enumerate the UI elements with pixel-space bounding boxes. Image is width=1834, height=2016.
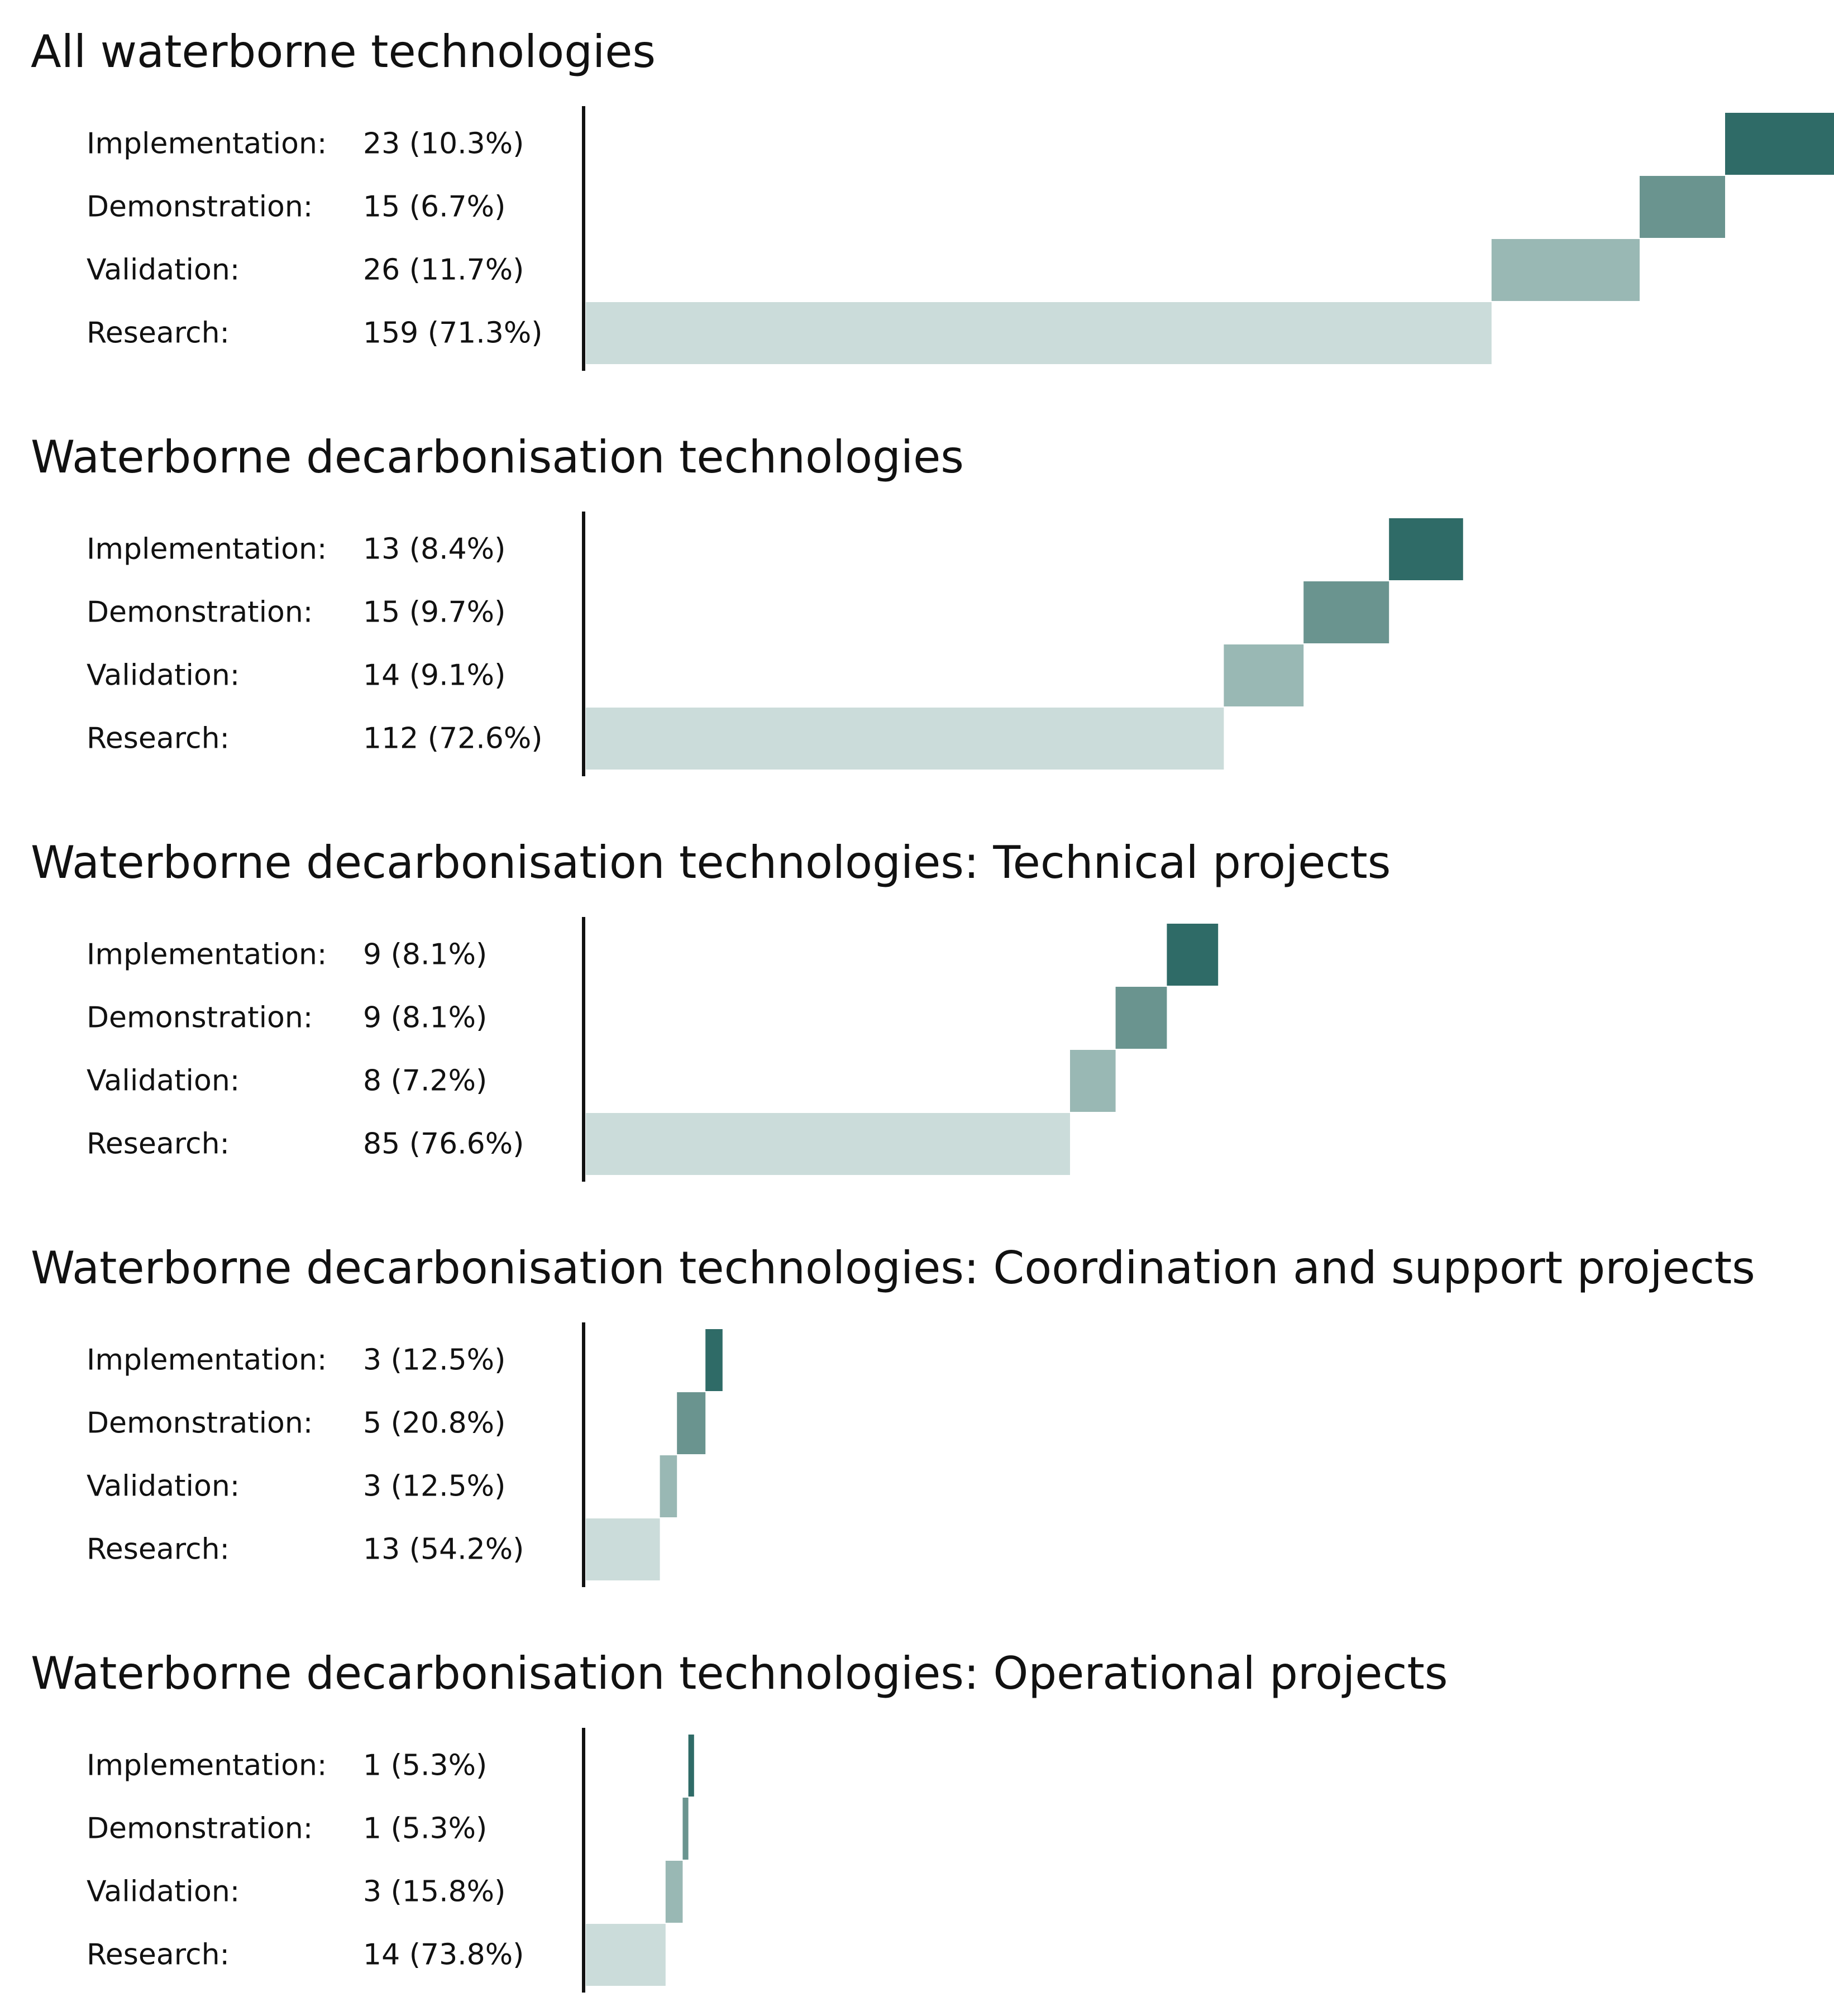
stage-label-implementation: Implementation: <box>87 1344 327 1377</box>
stage-label-research: Research: <box>87 1533 230 1566</box>
stage-value-demonstration: 1 (5.3%) <box>363 1812 487 1846</box>
stage-label-demonstration: Demonstration: <box>87 1812 313 1846</box>
bar-validation <box>1491 239 1640 301</box>
bar-validation <box>1224 644 1304 706</box>
panel-title: Waterborne decarbonisation technologies <box>31 431 964 483</box>
stage-label-validation: Validation: <box>87 1470 240 1503</box>
stage-label-research: Research: <box>87 317 230 350</box>
stage-value-implementation: 1 (5.3%) <box>363 1749 487 1783</box>
stage-value-implementation: 3 (12.5%) <box>363 1344 505 1377</box>
stage-value-validation: 3 (15.8%) <box>363 1875 505 1909</box>
stage-value-validation: 26 (11.7%) <box>363 254 524 287</box>
panel-2: Waterborne decarbonisation technologies I… <box>31 431 1463 776</box>
stage-value-research: 159 (71.3%) <box>363 317 543 350</box>
stage-value-demonstration: 9 (8.1%) <box>363 1001 487 1035</box>
stage-value-implementation: 13 (8.4%) <box>363 533 505 566</box>
panel-5: Waterborne decarbonisation technologies:… <box>31 1647 1448 1993</box>
bar-implementation <box>1389 518 1463 580</box>
panel-1: All waterborne technologies Implementatio… <box>31 26 1834 371</box>
stage-value-demonstration: 15 (9.7%) <box>363 596 505 629</box>
stage-value-implementation: 9 (8.1%) <box>363 938 487 972</box>
panel-3: Waterborne decarbonisation technologies:… <box>31 837 1391 1182</box>
stage-value-research: 13 (54.2%) <box>363 1533 524 1566</box>
stage-label-research: Research: <box>87 1128 230 1161</box>
stage-label-research: Research: <box>87 1938 230 1972</box>
bar-research <box>586 1113 1070 1175</box>
panel-title: Waterborne decarbonisation technologies:… <box>31 1242 1755 1294</box>
stage-value-research: 112 (72.6%) <box>363 722 543 756</box>
bar-demonstration <box>1115 987 1167 1049</box>
stage-label-implementation: Implementation: <box>87 1749 327 1783</box>
stage-value-research: 85 (76.6%) <box>363 1128 524 1161</box>
panel-title: Waterborne decarbonisation technologies:… <box>31 1647 1448 1699</box>
stage-label-implementation: Implementation: <box>87 533 327 566</box>
stage-label-demonstration: Demonstration: <box>87 1001 313 1035</box>
panel-4: Waterborne decarbonisation technologies:… <box>31 1242 1755 1587</box>
stage-value-demonstration: 5 (20.8%) <box>363 1407 505 1440</box>
bar-demonstration <box>1303 581 1389 643</box>
bar-validation <box>665 1861 683 1923</box>
stage-label-validation: Validation: <box>87 1064 240 1098</box>
bar-research <box>586 302 1492 364</box>
stage-label-demonstration: Demonstration: <box>87 190 313 224</box>
stage-value-validation: 3 (12.5%) <box>363 1470 505 1503</box>
stage-label-implementation: Implementation: <box>87 938 327 972</box>
stage-value-implementation: 23 (10.3%) <box>363 127 524 161</box>
bar-implementation <box>1167 924 1219 986</box>
bar-demonstration <box>677 1392 706 1454</box>
bar-research <box>586 708 1224 770</box>
stage-label-validation: Validation: <box>87 254 240 287</box>
bar-demonstration <box>1640 176 1725 238</box>
bar-research <box>586 1924 666 1986</box>
stage-label-research: Research: <box>87 722 230 756</box>
bar-validation <box>660 1455 677 1517</box>
stage-value-demonstration: 15 (6.7%) <box>363 190 505 224</box>
bar-implementation <box>1725 113 1834 175</box>
stage-value-validation: 8 (7.2%) <box>363 1064 487 1098</box>
stage-label-implementation: Implementation: <box>87 127 327 161</box>
bar-research <box>586 1518 660 1580</box>
stage-label-validation: Validation: <box>87 1875 240 1909</box>
stage-value-research: 14 (73.8%) <box>363 1938 524 1972</box>
stage-label-validation: Validation: <box>87 659 240 692</box>
bar-implementation <box>688 1735 694 1797</box>
bar-demonstration <box>682 1798 689 1860</box>
stage-label-demonstration: Demonstration: <box>87 1407 313 1440</box>
bar-implementation <box>705 1329 723 1391</box>
stage-value-validation: 14 (9.1%) <box>363 659 505 692</box>
panel-title: Waterborne decarbonisation technologies:… <box>31 837 1391 888</box>
bar-validation <box>1070 1050 1116 1112</box>
panel-title: All waterborne technologies <box>31 26 656 78</box>
stage-label-demonstration: Demonstration: <box>87 596 313 629</box>
